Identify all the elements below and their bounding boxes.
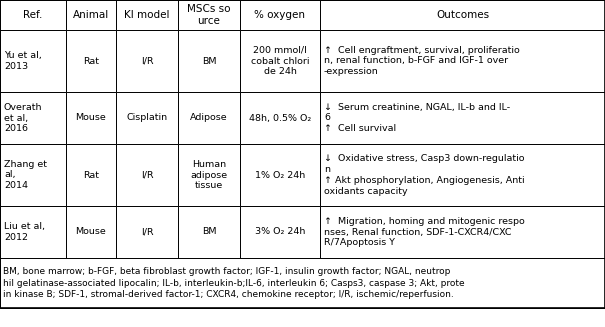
Bar <box>116 92 178 144</box>
Bar <box>240 0 320 30</box>
Bar <box>178 92 240 144</box>
Text: Liu et al,
2012: Liu et al, 2012 <box>4 222 45 242</box>
Bar <box>66 92 116 144</box>
Text: Animal: Animal <box>73 10 109 20</box>
Bar <box>240 206 320 258</box>
Text: ↓  Serum creatinine, NGAL, IL-b and IL-
6
↑  Cell survival: ↓ Serum creatinine, NGAL, IL-b and IL- 6… <box>324 103 510 133</box>
Bar <box>240 30 320 92</box>
Text: ↓  Oxidative stress, Casp3 down-regulatio
n
↑ Akt phosphorylation, Angiogenesis,: ↓ Oxidative stress, Casp3 down-regulatio… <box>324 154 525 196</box>
Bar <box>0 258 605 308</box>
Text: Overath
et al,
2016: Overath et al, 2016 <box>4 103 42 133</box>
Text: Mouse: Mouse <box>76 113 106 123</box>
Bar <box>320 0 605 30</box>
Bar <box>66 144 116 206</box>
Text: 200 mmol/l
cobalt chlori
de 24h: 200 mmol/l cobalt chlori de 24h <box>250 46 309 76</box>
Bar <box>66 0 116 30</box>
Bar <box>178 30 240 92</box>
Text: I/R: I/R <box>141 57 153 65</box>
Text: Outcomes: Outcomes <box>436 10 489 20</box>
Bar <box>116 144 178 206</box>
Text: Rat: Rat <box>83 170 99 180</box>
Bar <box>0 0 66 30</box>
Bar <box>320 206 605 258</box>
Text: 48h, 0.5% O₂: 48h, 0.5% O₂ <box>249 113 311 123</box>
Text: 1% O₂ 24h: 1% O₂ 24h <box>255 170 305 180</box>
Bar <box>116 206 178 258</box>
Text: ↑  Migration, homing and mitogenic respo
nses, Renal function, SDF-1-CXCR4/CXC
R: ↑ Migration, homing and mitogenic respo … <box>324 217 525 247</box>
Text: KI model: KI model <box>124 10 170 20</box>
Bar <box>116 0 178 30</box>
Text: % oxygen: % oxygen <box>255 10 306 20</box>
Text: MSCs so
urce: MSCs so urce <box>188 4 231 26</box>
Text: I/R: I/R <box>141 170 153 180</box>
Bar <box>0 144 66 206</box>
Bar <box>66 206 116 258</box>
Text: ↑  Cell engraftment, survival, proliferatio
n, renal function, b-FGF and IGF-1 o: ↑ Cell engraftment, survival, proliferat… <box>324 46 520 76</box>
Text: Ref.: Ref. <box>24 10 43 20</box>
Bar <box>320 144 605 206</box>
Bar <box>178 206 240 258</box>
Bar <box>320 30 605 92</box>
Text: Human
adipose
tissue: Human adipose tissue <box>191 160 227 190</box>
Bar <box>66 30 116 92</box>
Text: Cisplatin: Cisplatin <box>126 113 168 123</box>
Bar <box>0 30 66 92</box>
Bar <box>240 92 320 144</box>
Bar <box>320 92 605 144</box>
Text: Zhang et
al,
2014: Zhang et al, 2014 <box>4 160 47 190</box>
Text: Rat: Rat <box>83 57 99 65</box>
Bar <box>240 144 320 206</box>
Bar <box>0 206 66 258</box>
Text: Adipose: Adipose <box>190 113 228 123</box>
Text: BM: BM <box>201 228 216 236</box>
Bar <box>116 30 178 92</box>
Text: Yu et al,
2013: Yu et al, 2013 <box>4 51 42 71</box>
Text: BM: BM <box>201 57 216 65</box>
Text: BM, bone marrow; b-FGF, beta fibroblast growth factor; IGF-1, insulin growth fac: BM, bone marrow; b-FGF, beta fibroblast … <box>3 267 465 299</box>
Text: Mouse: Mouse <box>76 228 106 236</box>
Text: 3% O₂ 24h: 3% O₂ 24h <box>255 228 305 236</box>
Bar <box>178 0 240 30</box>
Text: I/R: I/R <box>141 228 153 236</box>
Bar <box>178 144 240 206</box>
Bar <box>0 92 66 144</box>
